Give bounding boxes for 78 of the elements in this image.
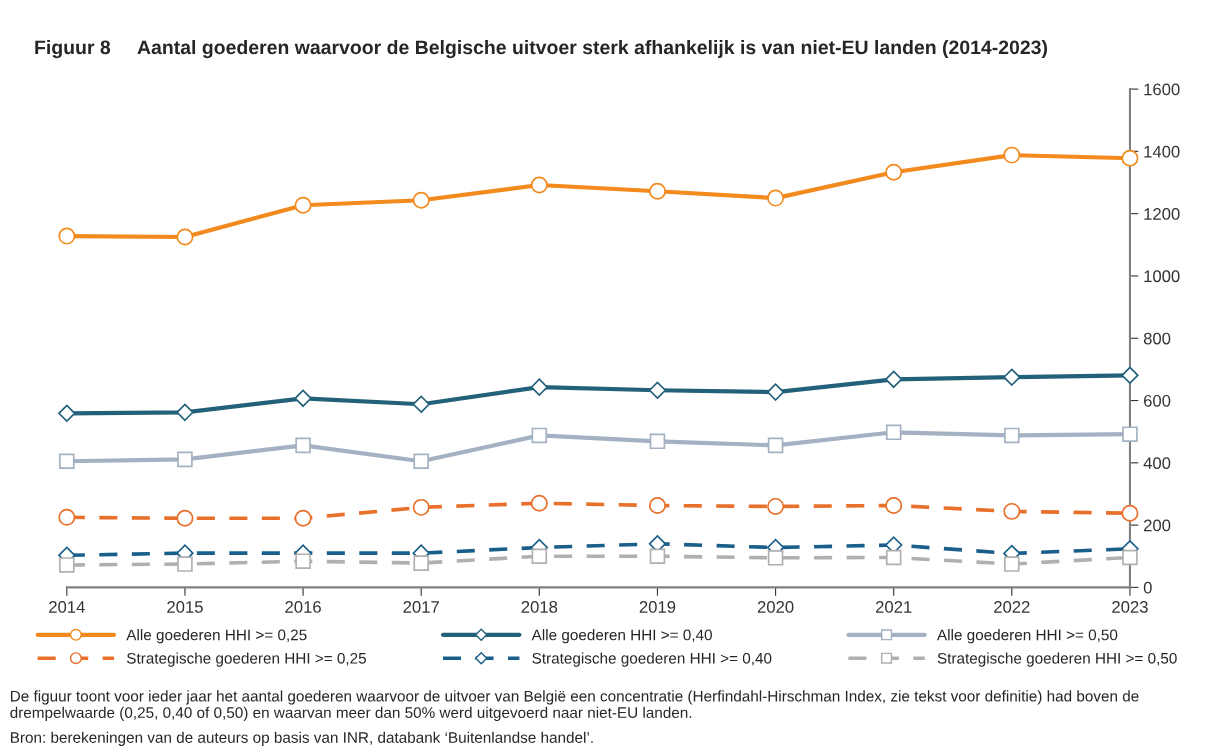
point [412, 498, 430, 516]
x-tick-label: 2021 [876, 601, 912, 613]
point [295, 553, 311, 570]
y-tick-label: 200 [1143, 519, 1171, 532]
legend-label: Alle goederen HHI >= 0,50 [937, 629, 1118, 644]
chart-title: Figuur 8 Aantal goederen waarvoor de Belgische uitvoer sterk afhankelijk is van niet-EU landen (2014-2023) [35, 39, 1048, 59]
point [294, 509, 312, 527]
legend-label: Alle goederen HHI >= 0,25 [126, 629, 307, 644]
point [58, 227, 76, 245]
point [1121, 149, 1139, 167]
text: Bron: berekeningen van de auteurs op basis van INR, databank ‘Buitenlandse handel’. [10, 731, 593, 746]
point [767, 550, 784, 566]
point [412, 191, 430, 209]
point [1003, 146, 1021, 164]
point [176, 403, 194, 422]
y-tick-label: 800 [1143, 332, 1171, 345]
x-tick-label: 2023 [1112, 601, 1148, 613]
point [413, 555, 429, 571]
point [531, 427, 548, 444]
point [885, 424, 902, 441]
point [412, 395, 430, 413]
point [294, 196, 312, 214]
point [1121, 366, 1139, 384]
y-tick-label: 1000 [1144, 270, 1180, 283]
point [648, 182, 666, 200]
point [767, 497, 785, 515]
y-tick-label: 0 [1143, 581, 1152, 594]
point [531, 548, 548, 565]
point [767, 437, 784, 454]
point [58, 404, 76, 422]
point [58, 508, 76, 526]
x-tick-label: 2014 [49, 601, 85, 613]
legend-label: Strategische goederen HHI >= 0,40 [532, 652, 772, 667]
point [1004, 427, 1020, 444]
point [176, 228, 194, 246]
y-tick-label: 600 [1143, 394, 1171, 407]
x-tick-label: 2022 [994, 601, 1030, 613]
point [649, 548, 666, 565]
point [648, 381, 667, 399]
point [413, 453, 429, 470]
point [177, 556, 193, 572]
point [885, 497, 903, 514]
x-tick-label: 2015 [167, 601, 203, 613]
y-tick-label: 400 [1143, 457, 1171, 470]
point [767, 189, 785, 207]
y-tick-label: 1600 [1144, 83, 1180, 96]
legend-label: Strategische goederen HHI >= 0,25 [126, 652, 367, 667]
point [885, 549, 902, 566]
point [59, 557, 75, 573]
point [648, 497, 666, 514]
point [1121, 504, 1139, 522]
point [59, 453, 75, 470]
point [766, 383, 785, 401]
point [885, 370, 903, 389]
point [1003, 502, 1021, 520]
point [177, 451, 193, 468]
point [885, 163, 903, 181]
point [1004, 556, 1020, 572]
point [530, 494, 548, 512]
point [1003, 368, 1021, 386]
point [1122, 426, 1138, 442]
point [176, 509, 194, 527]
point [530, 378, 549, 396]
legend-label: Strategische goederen HHI >= 0,50 [937, 652, 1177, 667]
point [295, 437, 311, 454]
x-tick-label: 2019 [639, 601, 676, 613]
y-tick-label: 1200 [1144, 208, 1180, 220]
y-tick-label: 1400 [1144, 145, 1180, 158]
x-tick-label: 2018 [521, 601, 558, 613]
x-tick-label: 2020 [757, 601, 794, 613]
legend-label: Alle goederen HHI >= 0,40 [531, 629, 712, 644]
text: De figuur toont voor ieder jaar het aantal goederen waarvoor de uitvoer van België een concentratie (Herfindahl-Hirschman Index, zie tekst voor definitie) had boven de drempelwaarde (0,25, 0,40 of 0,50) en waarvan meer dan 50% werd uitgevoerd naar niet-EU landen. [10, 690, 1139, 722]
x-tick-label: 2016 [285, 601, 321, 613]
point [649, 433, 666, 450]
point [530, 176, 548, 194]
x-tick-label: 2017 [403, 601, 439, 613]
point [1122, 549, 1138, 566]
point [294, 389, 312, 408]
